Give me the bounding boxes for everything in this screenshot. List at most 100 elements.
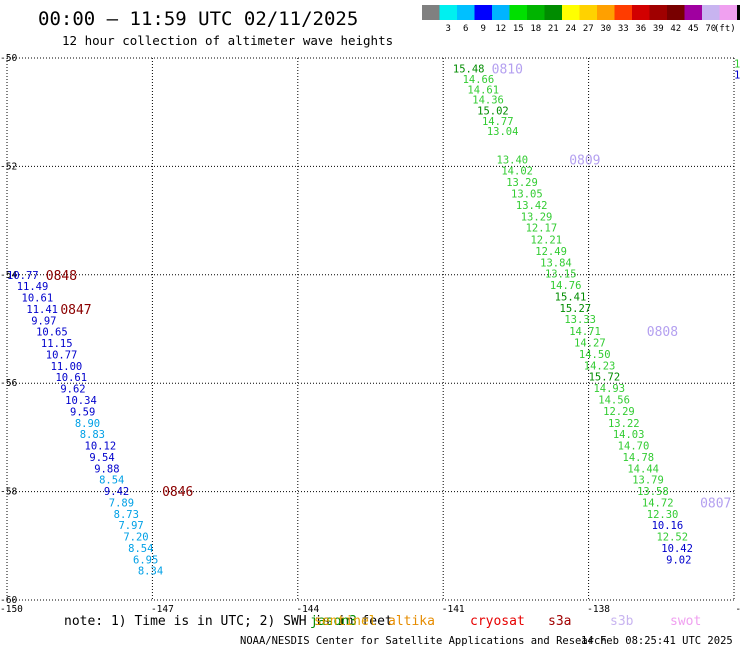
wave-height-label: 6.95	[133, 554, 158, 566]
wave-height-label: 14.71	[569, 326, 601, 338]
legend-swatch	[562, 5, 580, 20]
chart-grid	[6, 57, 735, 601]
wave-height-label: 14.36	[472, 95, 504, 107]
wave-height-label: 14.78	[623, 452, 655, 464]
legend-swatch	[737, 5, 740, 20]
legend-swatch	[544, 5, 562, 20]
x-tick-label: -13	[735, 604, 740, 615]
pass-time-label: 0809	[569, 153, 600, 168]
wave-height-label: 13.42	[516, 200, 548, 212]
wave-height-label: 10.16	[652, 520, 684, 532]
wave-height-label: 10.61	[55, 372, 87, 384]
legend-swatch	[422, 5, 440, 20]
wave-height-label: 12.	[739, 96, 740, 108]
wave-height-label: 13.04	[487, 126, 519, 138]
wave-height-label: 10.61	[22, 293, 54, 305]
legend-swatch	[667, 5, 685, 20]
x-tick-label: -150	[0, 604, 23, 615]
y-tick-label: -54	[0, 270, 17, 281]
legend-label: 21	[548, 24, 559, 34]
legend-swatch	[702, 5, 720, 20]
wave-height-label: 15.48	[453, 63, 485, 75]
satellite-label: s3b	[610, 614, 634, 629]
legend-label: 36	[635, 24, 646, 34]
wave-height-label: 14.93	[593, 383, 625, 395]
wave-height-label: 9.59	[70, 406, 95, 418]
footer-org: NOAA/NESDIS Center for Satellite Applica…	[240, 635, 607, 647]
wave-height-label: 13.22	[608, 418, 640, 430]
wave-height-label: 11.49	[17, 281, 49, 293]
footer-timestamp: 14 Feb 08:25:41 UTC 2025	[581, 635, 733, 647]
chart-subtitle: 12 hour collection of altimeter wave hei…	[62, 33, 393, 48]
legend-label: 45	[688, 24, 699, 34]
wave-height-label: 10.42	[661, 543, 693, 555]
wave-height-label: 14.	[739, 110, 740, 122]
wave-height-label: 12.52	[656, 532, 688, 544]
x-tick-label: -144	[296, 604, 319, 615]
satellite-label: swot	[670, 614, 701, 629]
wave-height-label: 10.34	[65, 395, 97, 407]
wave-height-label: 12.0	[734, 58, 740, 70]
pass-time-label: 0810	[492, 62, 523, 77]
wave-height-label: 7.97	[118, 520, 143, 532]
legend-swatch	[632, 5, 650, 20]
note-text: note: 1) Time is in UTC; 2) SWH is in fe…	[64, 614, 393, 629]
wave-height-label: 14.76	[550, 280, 582, 292]
wave-height-label: 12.17	[526, 223, 558, 235]
legend-label: 39	[653, 24, 664, 34]
legend-swatch	[649, 5, 667, 20]
legend-unit: (ft)	[714, 24, 736, 34]
wave-height-label: 14.77	[482, 116, 514, 128]
y-tick-label: -52	[0, 161, 17, 172]
legend-label: 42	[670, 24, 681, 34]
y-tick-label: -50	[0, 53, 17, 64]
wave-height-label: 8.73	[114, 509, 139, 521]
wave-height-label: 7.20	[123, 532, 148, 544]
satellite-label: sentinel	[314, 614, 377, 629]
wave-height-label: 8.83	[80, 429, 105, 441]
wave-height-label: 11.7	[734, 69, 740, 81]
wave-height-label: 14.72	[642, 497, 674, 509]
wave-height-label: 14.56	[598, 394, 630, 406]
wave-height-label: 9.88	[94, 463, 119, 475]
pass-time-label: 0807	[700, 496, 731, 511]
wave-height-label: 15.41	[555, 291, 587, 303]
wave-height-label: 14.03	[613, 429, 645, 441]
pass-labels: 0810 0809 0808 0807 0848 0847 0846	[46, 62, 732, 511]
legend-swatch	[684, 5, 702, 20]
y-tick-label: -56	[0, 378, 17, 389]
wave-height-label: 13.40	[497, 154, 529, 166]
legend-label: 18	[530, 24, 541, 34]
color-legend: 3 6 9 12 15 18 21 24 27 30 33 36 39 42 45 70(ft)	[422, 5, 740, 34]
y-tick-label: -60	[0, 595, 17, 606]
wave-height-label: 11.00	[51, 361, 83, 373]
wave-height-label: 11.41	[26, 304, 58, 316]
legend-swatch	[474, 5, 492, 20]
wave-height-label: 8.54	[99, 475, 124, 487]
chart-title: 00:00 – 11:59 UTC 02/11/2025	[38, 8, 358, 30]
wave-height-label: 14.27	[574, 338, 606, 350]
legend-swatch	[527, 5, 545, 20]
wave-height-label: 9.54	[89, 452, 114, 464]
wave-height-label: 12.49	[535, 246, 567, 258]
wave-height-label: 13.15	[545, 269, 577, 281]
wave-height-label: 13.	[739, 123, 740, 135]
pass-time-label: 0808	[647, 325, 678, 340]
wave-height-label: 13.	[739, 83, 740, 95]
wave-height-label: 10.65	[36, 327, 68, 339]
wave-height-label: 13.58	[637, 486, 669, 498]
wave-height-label: 13.33	[564, 314, 596, 326]
legend-label: 6	[463, 24, 468, 34]
pass-time-label: 0848	[46, 269, 77, 284]
wave-height-label: 13.29	[506, 177, 538, 189]
wave-height-label: 14.23	[584, 360, 616, 372]
wave-height-label: 14.50	[579, 349, 611, 361]
legend-label: 3	[446, 24, 451, 34]
legend-label: 24	[565, 24, 576, 34]
wave-height-label: 9.02	[666, 554, 691, 566]
wave-height-label: 12.29	[603, 406, 635, 418]
satellite-label: cryosat	[470, 614, 525, 629]
